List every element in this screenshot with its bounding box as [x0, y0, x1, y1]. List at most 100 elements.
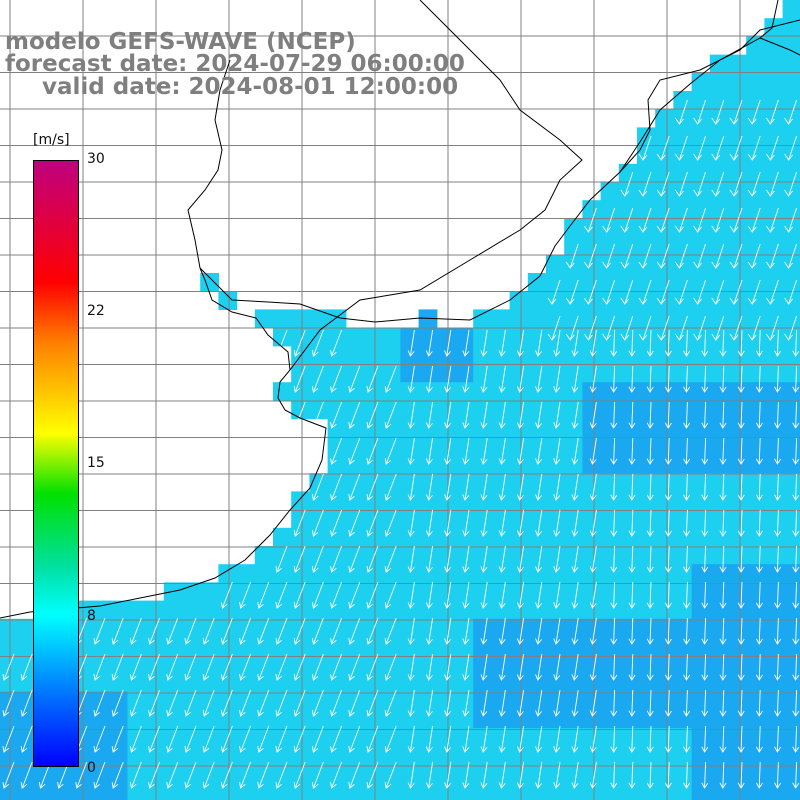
sea-cell — [509, 509, 529, 529]
wind-arrow — [664, 437, 672, 465]
sea-cell — [709, 309, 729, 329]
sea-cell — [327, 746, 347, 765]
sea-cell — [163, 655, 183, 674]
sea-cell — [746, 600, 765, 620]
sea-cell — [491, 400, 511, 420]
sea-cell — [582, 473, 602, 492]
wind-arrow — [571, 329, 579, 357]
sea-cell — [455, 709, 474, 729]
wind-arrow — [792, 581, 800, 609]
sea-cell — [764, 600, 784, 620]
sea-cell — [382, 382, 401, 401]
wind-arrow — [565, 279, 579, 305]
sea-cell — [728, 364, 747, 383]
sea-cell — [327, 618, 347, 638]
sea-cell — [564, 728, 583, 747]
sea-cell — [782, 109, 800, 128]
sea-cell — [709, 746, 729, 765]
sea-cell — [673, 91, 693, 110]
sea-cell — [764, 618, 784, 638]
sea-cell — [655, 746, 674, 765]
sea-cell — [709, 582, 729, 602]
sea-cell — [746, 127, 765, 147]
wind-arrow — [348, 437, 361, 465]
sea-cell — [418, 709, 438, 729]
wind-arrow — [516, 437, 525, 465]
wind-arrow — [129, 761, 142, 789]
sea-cell — [163, 709, 183, 729]
wind-arrow — [330, 689, 343, 717]
wind-arrow — [220, 653, 233, 681]
wind-arrow — [366, 473, 379, 501]
sea-cell — [691, 491, 711, 511]
wind-arrow — [275, 545, 288, 573]
sea-cell — [782, 364, 800, 383]
wind-arrow — [737, 545, 745, 573]
sea-cell — [637, 236, 656, 256]
sea-cell — [564, 527, 583, 547]
sea-cell — [218, 655, 238, 674]
sea-cell — [218, 291, 238, 310]
sea-cell — [637, 436, 656, 456]
sea-cell — [273, 527, 292, 547]
wind-arrow — [737, 329, 745, 357]
sea-cell — [455, 436, 474, 456]
sea-cell — [691, 145, 711, 165]
sea-cell — [582, 200, 602, 219]
sea-cell — [746, 728, 765, 747]
sea-cell — [691, 582, 711, 602]
sea-cell — [145, 782, 165, 800]
sea-cell — [436, 546, 456, 565]
wind-arrow — [425, 545, 434, 573]
wind-arrow — [792, 761, 800, 789]
sea-cell — [764, 546, 784, 565]
wind-arrow — [462, 617, 470, 645]
wind-arrow — [366, 617, 379, 645]
sea-cell — [436, 728, 456, 747]
sea-cell — [236, 746, 256, 765]
sea-cell — [600, 582, 620, 602]
wind-arrow — [498, 401, 506, 429]
sea-cell — [673, 509, 693, 529]
wind-arrow — [646, 473, 654, 501]
sea-cell — [291, 491, 310, 511]
wind-arrow — [553, 545, 561, 573]
sea-cell — [637, 546, 656, 565]
sea-cell — [582, 418, 602, 438]
colorbar-gradient — [33, 160, 79, 767]
sea-cell — [291, 382, 310, 401]
sea-cell — [236, 655, 256, 674]
sea-cell — [582, 728, 602, 747]
sea-cell — [18, 618, 37, 638]
wind-arrow — [628, 725, 636, 753]
wind-arrow — [656, 171, 670, 197]
wind-arrow — [516, 617, 525, 645]
sea-cell — [582, 673, 602, 693]
sea-cell — [254, 618, 274, 638]
sea-cell — [546, 436, 565, 456]
sea-cell — [145, 709, 165, 729]
sea-cell — [436, 509, 456, 529]
sea-cell — [400, 400, 420, 420]
sea-cell — [509, 400, 529, 420]
sea-cell — [782, 436, 800, 456]
sea-cell — [691, 618, 711, 638]
sea-cell — [455, 509, 474, 529]
sea-cell — [364, 382, 383, 401]
sea-cell — [782, 764, 800, 784]
sea-cell — [746, 291, 765, 310]
wind-arrow — [553, 329, 561, 357]
sea-cell — [673, 764, 693, 784]
sea-cell — [746, 91, 765, 110]
wind-arrow — [148, 653, 161, 681]
wind-arrow — [755, 653, 763, 681]
sea-cell — [418, 564, 438, 583]
sea-cell — [709, 655, 729, 674]
sea-cell — [691, 364, 711, 383]
wind-arrow — [425, 329, 434, 357]
sea-cell — [455, 455, 474, 474]
sea-cell — [728, 728, 747, 747]
wind-arrows — [2, 99, 800, 789]
sea-cell — [163, 600, 183, 620]
sea-cell — [746, 509, 765, 529]
